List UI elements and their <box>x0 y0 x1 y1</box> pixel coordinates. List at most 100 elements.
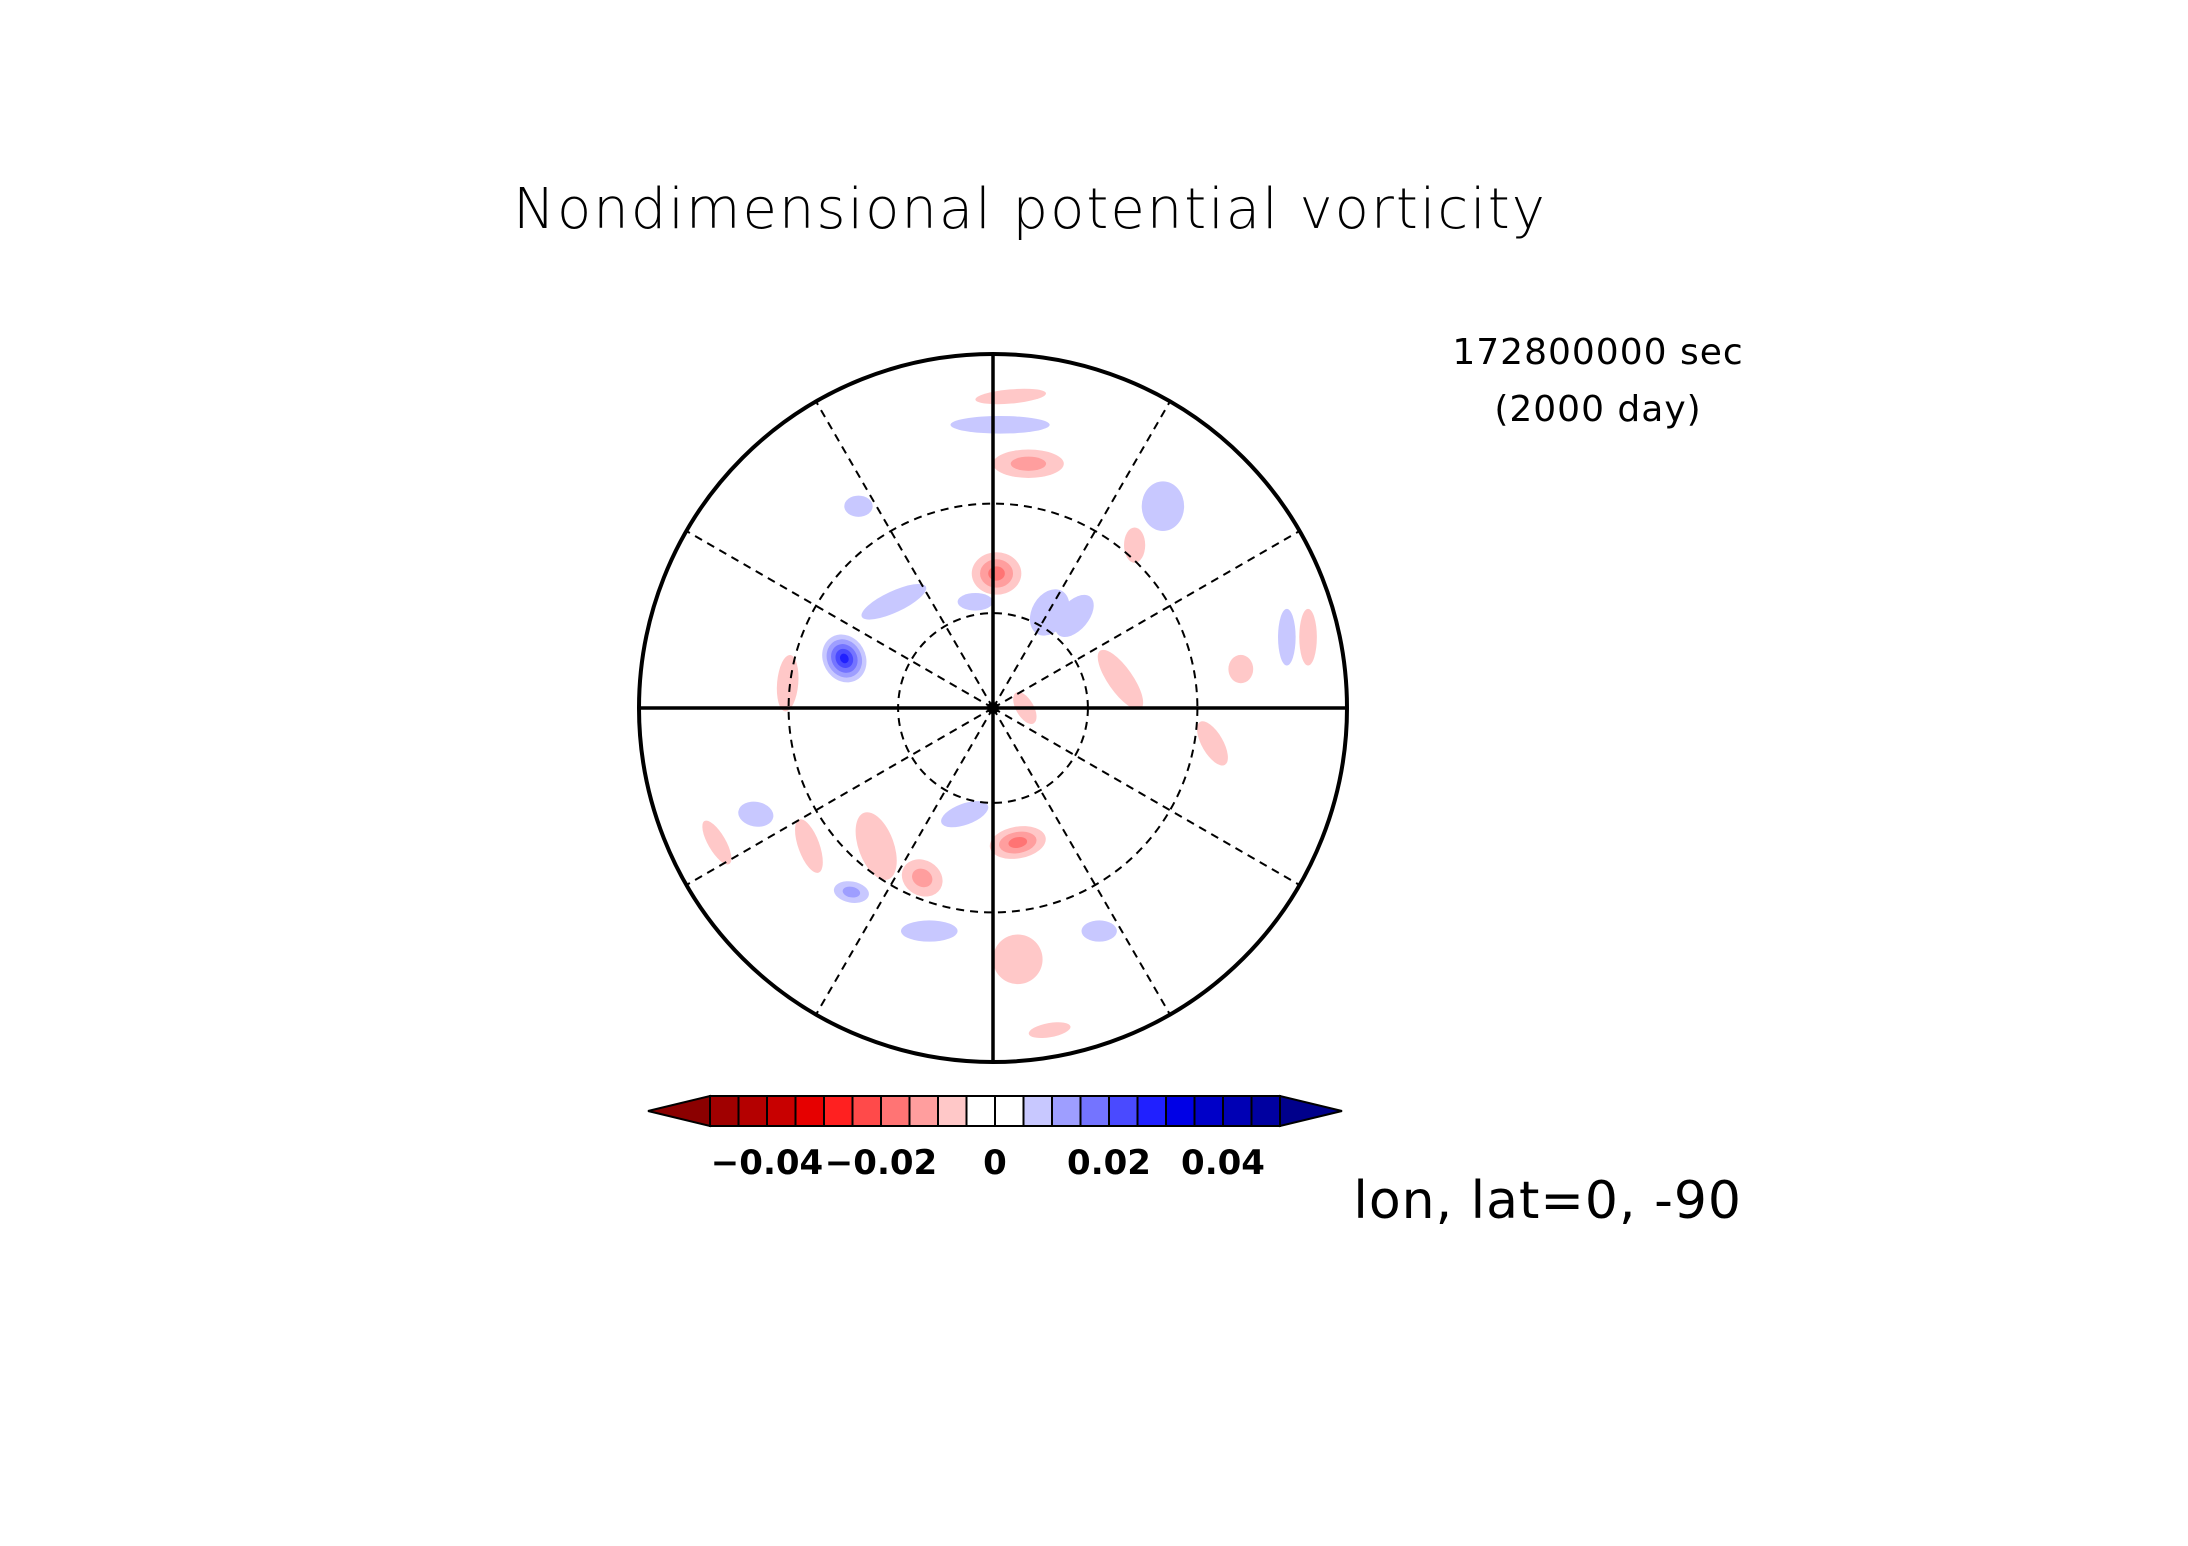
pv-contour-blob <box>1228 654 1254 684</box>
pv-contour-level <box>702 820 732 865</box>
pv-contour-blob <box>971 552 1022 595</box>
pv-contour-level <box>1228 654 1254 684</box>
colorbar-cell <box>1222 1095 1253 1127</box>
meridian-dashed <box>992 707 1171 1016</box>
colorbar-tick-label: −0.02 <box>825 1143 937 1183</box>
pv-contour-level <box>988 566 1005 581</box>
pv-contour-level <box>1081 920 1117 942</box>
pv-contour-blob <box>975 388 1046 405</box>
pv-contour-blob <box>1055 594 1094 638</box>
colorbar-extend-high <box>1279 1094 1343 1128</box>
colorbar-cell <box>766 1095 797 1127</box>
pv-contour-level <box>1197 721 1228 766</box>
pv-contour-level <box>839 653 849 664</box>
pv-contour-blob <box>1081 920 1117 942</box>
pv-contour-level <box>1008 837 1028 848</box>
colorbar-extend-low <box>647 1094 711 1128</box>
pv-contour-level <box>842 886 861 898</box>
pv-contour-blob <box>855 812 897 880</box>
pv-contour-blob <box>833 881 869 903</box>
pv-contour-level <box>1028 1022 1071 1039</box>
pv-contour-blob <box>950 416 1050 434</box>
colorbar-cell <box>880 1095 911 1127</box>
pv-contour-level <box>1055 594 1094 638</box>
colorbar-cell <box>709 1095 740 1127</box>
time-days-label: (2000 day) <box>1494 389 1701 430</box>
colorbar-cell <box>794 1095 825 1127</box>
pv-contour-level <box>912 868 933 888</box>
colorbar-cell <box>851 1095 882 1127</box>
contour-fill-layer <box>702 388 1317 1039</box>
colorbar-cell <box>823 1095 854 1127</box>
pv-contour-level <box>941 801 989 828</box>
colorbar-cell <box>937 1095 968 1127</box>
pv-contour-blob <box>992 934 1043 985</box>
colorbar-cell <box>1108 1095 1139 1127</box>
pv-contour-blob <box>1197 721 1228 766</box>
pv-contour-blob <box>900 920 958 942</box>
time-seconds-label: 172800000 sec <box>1452 332 1743 373</box>
pv-contour-level <box>1278 608 1296 666</box>
pv-contour-blob <box>1141 481 1185 532</box>
pv-contour-level <box>738 801 774 827</box>
pv-contour-level <box>957 593 993 611</box>
colorbar-cell <box>994 1095 1025 1127</box>
pv-contour-level <box>1124 527 1146 563</box>
meridian-dashed <box>992 707 1301 886</box>
pv-contour-level <box>950 416 1050 434</box>
pv-contour-level <box>1141 481 1185 532</box>
pv-contour-level <box>900 920 958 942</box>
pv-contour-level <box>992 934 1043 985</box>
colorbar-cell <box>1051 1095 1082 1127</box>
meridian-dashed <box>815 400 994 709</box>
meridian-dashed <box>685 707 994 886</box>
colorbar-tick-label: 0.02 <box>1067 1143 1151 1183</box>
colorbar-cell <box>965 1095 996 1127</box>
pv-contour-blob <box>993 449 1064 478</box>
colorbar-cell <box>1250 1095 1281 1127</box>
polar-map <box>637 352 1349 1064</box>
colorbar-tick-label: 0 <box>983 1143 1007 1183</box>
pv-contour-level <box>975 388 1046 405</box>
pv-contour-blob <box>822 634 867 683</box>
colorbar-cell <box>1136 1095 1167 1127</box>
colorbar-cell <box>1079 1095 1110 1127</box>
graticule <box>639 354 1347 1062</box>
pv-contour-blob <box>795 819 823 873</box>
pv-contour-blob <box>1028 1022 1071 1039</box>
pv-contour-blob <box>702 820 732 865</box>
meridian-dashed <box>992 530 1301 709</box>
meridian-dashed <box>685 530 994 709</box>
map-boundary <box>637 352 1349 1064</box>
pv-contour-blob <box>957 593 993 611</box>
pv-contour-blob <box>861 584 927 620</box>
pv-contour-level <box>795 819 823 873</box>
pv-contour-blob <box>738 801 774 827</box>
pv-contour-blob <box>844 495 873 517</box>
latitude-circle-dashed <box>897 612 1089 804</box>
pv-contour-blob <box>941 801 989 828</box>
meridian-dashed <box>992 400 1171 709</box>
colorbar-cell <box>1022 1095 1053 1127</box>
colorbar-cell <box>737 1095 768 1127</box>
meridian-dashed <box>815 707 994 1016</box>
colorbar-cell <box>908 1095 939 1127</box>
colorbar-cell <box>1193 1095 1224 1127</box>
pv-contour-blob <box>776 655 799 712</box>
pv-contour-blob <box>1097 649 1144 710</box>
colorbar-cell <box>1165 1095 1196 1127</box>
pv-contour-blob <box>1124 527 1146 563</box>
pv-contour-level <box>861 584 927 620</box>
pv-contour-blob <box>989 826 1046 859</box>
colorbar-tick-label: 0.04 <box>1181 1143 1265 1183</box>
pv-contour-level <box>1299 608 1317 666</box>
pv-contour-level <box>844 495 873 517</box>
pv-contour-blob <box>1278 608 1296 666</box>
pv-contour-level <box>776 655 799 712</box>
chart-title: Nondimensional potential vorticity <box>513 177 1547 242</box>
pv-contour-blob <box>901 859 943 897</box>
pv-contour-blob <box>1299 608 1317 666</box>
pv-contour-level <box>855 812 897 880</box>
south-pole-marker <box>987 702 999 714</box>
